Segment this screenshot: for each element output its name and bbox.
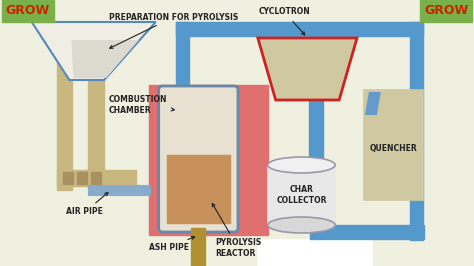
Bar <box>310 225 424 239</box>
Text: GROW: GROW <box>6 5 50 18</box>
Bar <box>88 22 104 190</box>
Ellipse shape <box>268 217 335 233</box>
Text: AIR PIPE: AIR PIPE <box>66 193 108 217</box>
Bar <box>91 172 101 184</box>
Bar <box>56 22 73 190</box>
Bar <box>88 185 150 195</box>
Ellipse shape <box>268 157 335 173</box>
Bar <box>410 22 423 240</box>
Bar <box>420 0 472 22</box>
Text: PREPARATION FOR PYROLYSIS: PREPARATION FOR PYROLYSIS <box>109 13 238 48</box>
Text: ASH PIPE: ASH PIPE <box>149 236 195 252</box>
Bar <box>175 22 423 36</box>
Text: GROW: GROW <box>424 5 468 18</box>
Bar <box>64 172 73 184</box>
Bar <box>191 228 205 266</box>
Bar <box>310 98 323 200</box>
Bar <box>175 22 190 104</box>
FancyBboxPatch shape <box>159 86 238 232</box>
Text: CHAR
COLLECTOR: CHAR COLLECTOR <box>276 185 327 205</box>
Polygon shape <box>72 40 139 78</box>
Polygon shape <box>32 22 155 80</box>
Text: PYROLYSIS
REACTOR: PYROLYSIS REACTOR <box>212 203 262 258</box>
Text: COMBUSTION
CHAMBER: COMBUSTION CHAMBER <box>109 95 174 115</box>
Bar <box>149 85 268 235</box>
Bar <box>2 0 54 22</box>
Bar <box>166 155 230 223</box>
Text: CYCLOTRON: CYCLOTRON <box>259 7 310 35</box>
Bar <box>364 90 423 200</box>
Bar <box>258 240 372 266</box>
Polygon shape <box>365 92 381 115</box>
Bar <box>77 172 87 184</box>
Bar <box>56 170 136 186</box>
Text: QUENCHER: QUENCHER <box>370 143 418 152</box>
Bar <box>268 165 335 225</box>
Polygon shape <box>258 38 357 100</box>
